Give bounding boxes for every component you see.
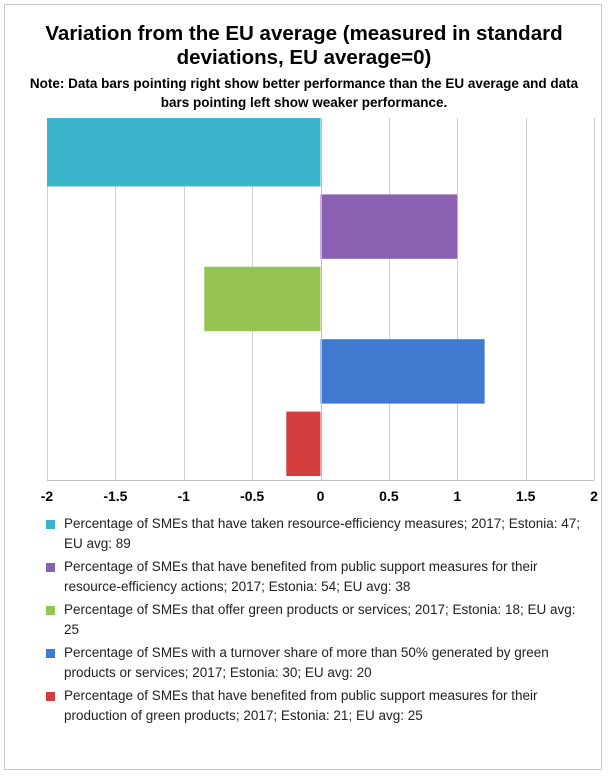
legend-label: Percentage of SMEs that have benefited f… [64, 688, 538, 723]
bar [204, 266, 321, 332]
x-tick-label: 0 [317, 488, 325, 504]
x-tick-label: 0.5 [379, 488, 399, 504]
bar [320, 194, 458, 259]
legend-item: Percentage of SMEs that have benefited f… [46, 686, 586, 726]
legend-swatch [46, 520, 55, 529]
legend-item: Percentage of SMEs with a turnover share… [46, 643, 586, 683]
bar [47, 118, 321, 187]
legend-label: Percentage of SMEs that have benefited f… [64, 559, 538, 594]
legend-item: Percentage of SMEs that have taken resou… [46, 514, 586, 554]
x-tick-label: -1.5 [103, 488, 127, 504]
legend: Percentage of SMEs that have taken resou… [46, 514, 586, 729]
legend-swatch [46, 606, 55, 615]
x-tick-label: 1.5 [516, 488, 536, 504]
legend-label: Percentage of SMEs that have taken resou… [64, 516, 581, 551]
bar [286, 411, 321, 476]
bar-chart: -2 -1.5 -1 -0.5 0 0.5 1 1.5 2 [41, 118, 598, 504]
legend-item: Percentage of SMEs that have benefited f… [46, 557, 586, 597]
chart-title: Variation from the EU average (measured … [45, 22, 563, 69]
x-axis: -2 -1.5 -1 -0.5 0 0.5 1 1.5 2 [41, 118, 598, 504]
x-tick-label: 2 [590, 488, 598, 504]
bars [47, 118, 485, 476]
x-tick-label: -1 [178, 488, 191, 504]
legend-swatch [46, 649, 55, 658]
x-tick-label: 1 [453, 488, 461, 504]
legend-label: Percentage of SMEs that offer green prod… [64, 602, 576, 637]
x-tick-label: -0.5 [240, 488, 264, 504]
x-tick-label: -2 [41, 488, 54, 504]
legend-label: Percentage of SMEs with a turnover share… [64, 645, 549, 680]
chart-subtitle: Note: Data bars pointing right show bett… [29, 76, 579, 110]
legend-swatch [46, 692, 55, 701]
legend-item: Percentage of SMEs that offer green prod… [46, 600, 586, 640]
bar [320, 339, 485, 404]
legend-swatch [46, 563, 55, 572]
